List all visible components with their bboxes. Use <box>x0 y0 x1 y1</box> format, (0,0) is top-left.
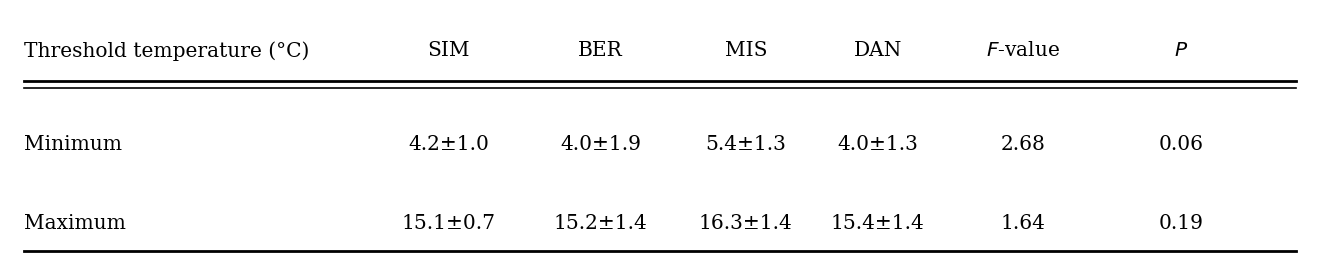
Text: 0.19: 0.19 <box>1159 214 1204 233</box>
Text: $\mathit{F}$-value: $\mathit{F}$-value <box>986 41 1060 60</box>
Text: 4.0±1.9: 4.0±1.9 <box>560 135 642 154</box>
Text: 2.68: 2.68 <box>1001 135 1045 154</box>
Text: MIS: MIS <box>725 41 767 60</box>
Text: $\mathit{P}$: $\mathit{P}$ <box>1175 41 1188 60</box>
Text: Maximum: Maximum <box>24 214 125 233</box>
Text: SIM: SIM <box>428 41 470 60</box>
Text: 1.64: 1.64 <box>1001 214 1045 233</box>
Text: 5.4±1.3: 5.4±1.3 <box>705 135 787 154</box>
Text: 15.2±1.4: 15.2±1.4 <box>553 214 648 233</box>
Text: 16.3±1.4: 16.3±1.4 <box>698 214 793 233</box>
Text: Threshold temperature (°C): Threshold temperature (°C) <box>24 41 309 61</box>
Text: 4.0±1.3: 4.0±1.3 <box>837 135 919 154</box>
Text: BER: BER <box>578 41 623 60</box>
Text: Minimum: Minimum <box>24 135 121 154</box>
Text: 4.2±1.0: 4.2±1.0 <box>408 135 490 154</box>
Text: 15.4±1.4: 15.4±1.4 <box>830 214 925 233</box>
Text: 0.06: 0.06 <box>1159 135 1204 154</box>
Text: 15.1±0.7: 15.1±0.7 <box>401 214 496 233</box>
Text: DAN: DAN <box>854 41 902 60</box>
